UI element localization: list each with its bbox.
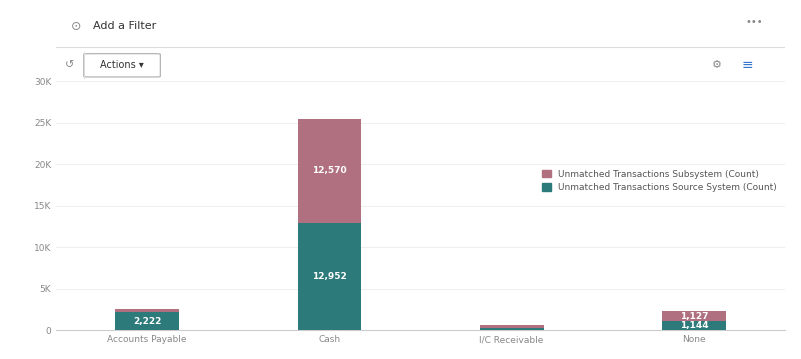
Text: Actions ▾: Actions ▾	[100, 60, 143, 70]
Text: 12,952: 12,952	[312, 272, 347, 281]
Bar	[115, 312, 179, 330]
Text: ↺: ↺	[65, 60, 74, 70]
Bar	[297, 223, 361, 330]
Text: Add a Filter: Add a Filter	[93, 21, 155, 31]
Bar	[662, 321, 726, 330]
Text: ≡: ≡	[741, 59, 753, 72]
Bar	[297, 118, 361, 223]
Bar	[480, 325, 544, 328]
Text: •••: •••	[746, 17, 763, 27]
Bar	[662, 312, 726, 321]
Legend: Unmatched Transactions Subsystem (Count), Unmatched Transactions Source System (: Unmatched Transactions Subsystem (Count)…	[538, 166, 780, 196]
Bar	[115, 309, 179, 312]
Text: 12,570: 12,570	[312, 166, 347, 175]
Text: 2,222: 2,222	[133, 317, 161, 326]
Bar	[480, 328, 544, 330]
Text: 1,127: 1,127	[679, 312, 708, 321]
Text: 1,144: 1,144	[679, 321, 708, 330]
Text: ⚙: ⚙	[712, 60, 722, 70]
FancyBboxPatch shape	[84, 54, 160, 77]
Text: ⊙: ⊙	[70, 20, 81, 33]
